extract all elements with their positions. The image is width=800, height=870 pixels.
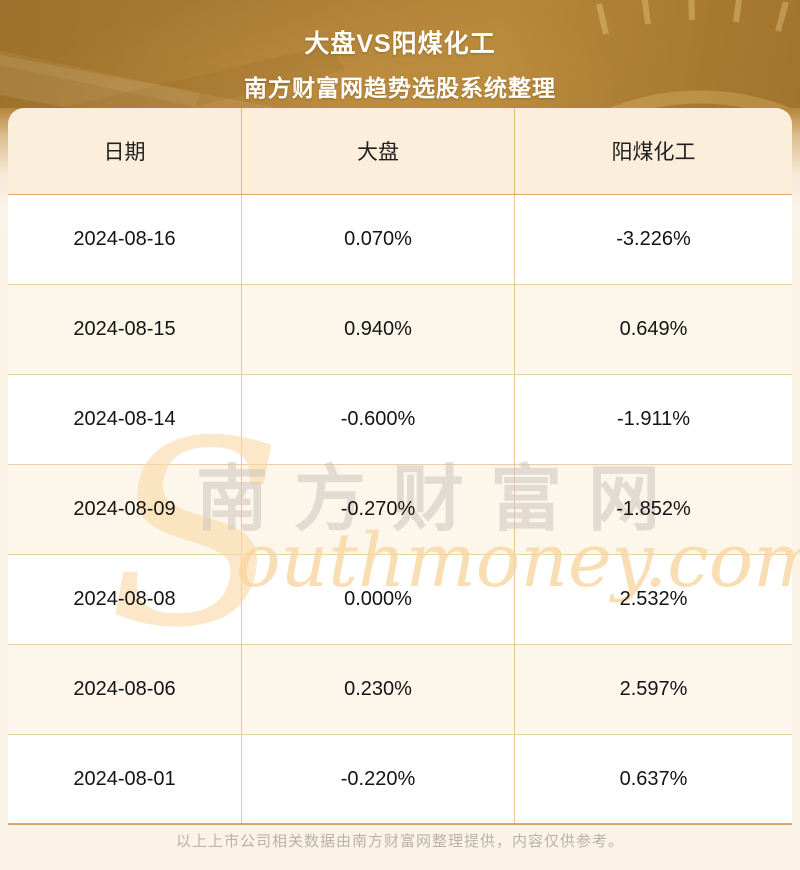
market-change-cell: -0.600% xyxy=(242,375,515,464)
table-row: 2024-08-08 0.000% 2.532% xyxy=(8,555,792,645)
market-change-cell: 0.230% xyxy=(242,645,515,734)
comparison-table: 日期 大盘 阳煤化工 2024-08-16 0.070% -3.226% 202… xyxy=(8,108,792,825)
table-row: 2024-08-01 -0.220% 0.637% xyxy=(8,735,792,825)
stock-change-cell: 2.532% xyxy=(619,588,688,610)
market-change-cell: -0.270% xyxy=(242,465,515,554)
date-cell: 2024-08-01 xyxy=(8,735,242,823)
table-header-row: 日期 大盘 阳煤化工 xyxy=(8,108,792,195)
col-header-stock: 阳煤化工 xyxy=(611,141,696,164)
market-change-cell: -0.220% xyxy=(242,735,515,823)
date-cell: 2024-08-06 xyxy=(8,645,242,734)
date-cell: 2024-08-16 xyxy=(8,195,242,284)
page-title: 大盘VS阳煤化工 xyxy=(304,30,496,58)
table-row: 2024-08-15 0.940% 0.649% xyxy=(8,285,792,375)
date-cell: 2024-08-14 xyxy=(8,375,242,464)
market-change-cell: 0.000% xyxy=(242,555,515,644)
table-row: 2024-08-16 0.070% -3.226% xyxy=(8,195,792,285)
market-change-cell: 0.070% xyxy=(242,195,515,284)
stock-change-cell: -1.911% xyxy=(616,408,690,430)
date-cell: 2024-08-09 xyxy=(8,465,242,554)
stock-change-cell: -3.226% xyxy=(616,228,691,250)
banner-decor-graphics xyxy=(0,0,791,108)
stock-change-cell: 0.649% xyxy=(619,318,688,340)
title-banner: F 大盘VS阳煤化工 南方财富网趋势选股系统整理 xyxy=(0,0,800,108)
stock-change-cell: -1.852% xyxy=(616,498,691,520)
table-row: 2024-08-06 0.230% 2.597% xyxy=(8,645,792,735)
stock-change-cell: 0.637% xyxy=(619,767,688,790)
date-cell: 2024-08-15 xyxy=(8,285,242,374)
col-header-date: 日期 xyxy=(8,108,242,194)
market-change-cell: 0.940% xyxy=(242,285,515,374)
page-subtitle: 南方财富网趋势选股系统整理 xyxy=(244,75,556,101)
table-row: 2024-08-14 -0.600% -1.911% xyxy=(8,375,792,465)
table-row: 2024-08-09 -0.270% -1.852% xyxy=(8,465,792,555)
stock-change-cell: 2.597% xyxy=(619,678,688,700)
col-header-market: 大盘 xyxy=(242,108,515,194)
date-cell: 2024-08-08 xyxy=(8,555,242,644)
disclaimer-text: 以上上市公司相关数据由南方财富网整理提供，内容仅供参考。 xyxy=(175,833,624,850)
